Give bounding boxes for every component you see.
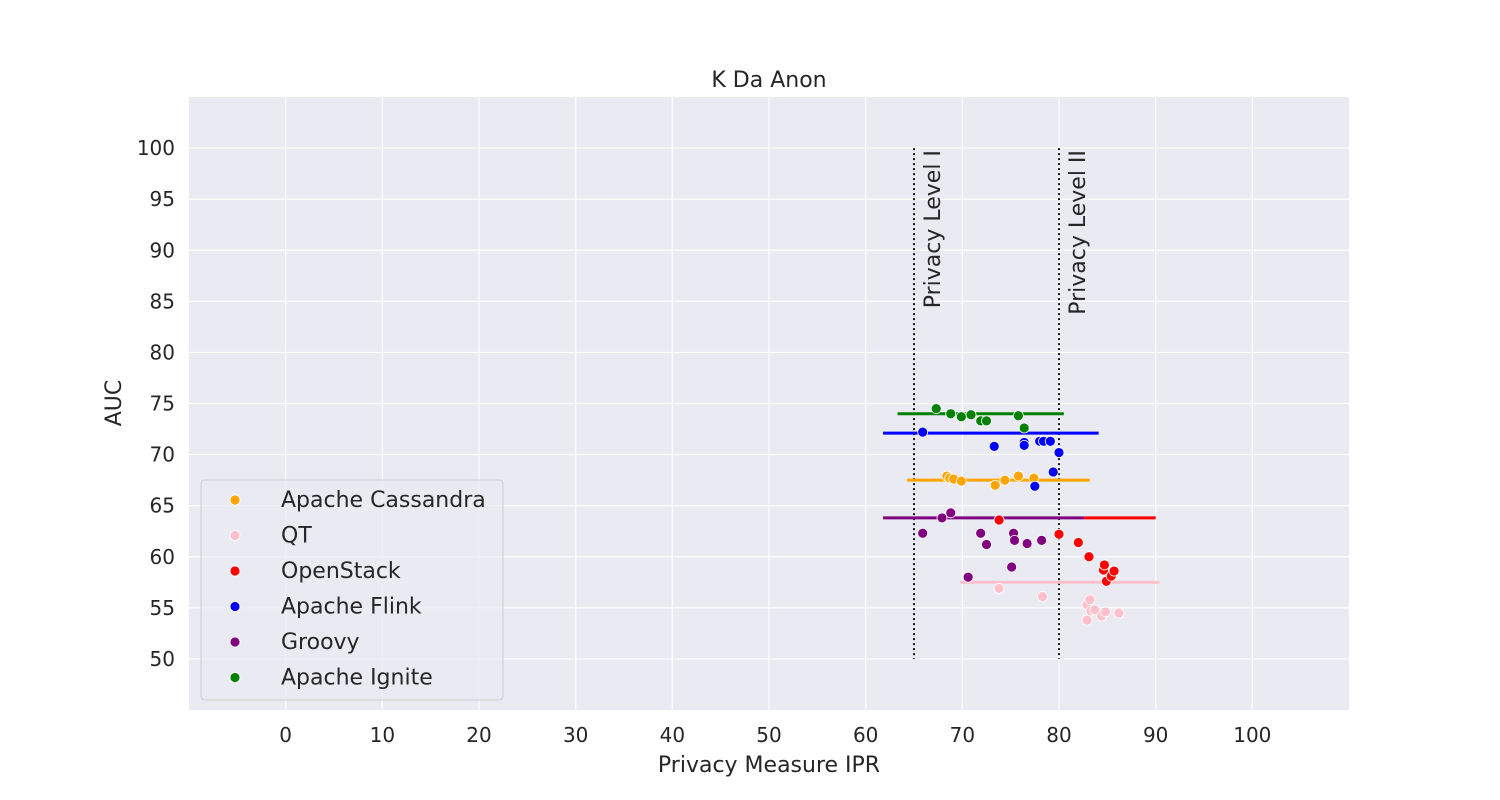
- data-point: [993, 583, 1005, 594]
- legend-marker: [229, 636, 241, 648]
- data-point: [1053, 528, 1065, 540]
- legend-marker: [229, 601, 241, 612]
- legend-marker: [229, 494, 241, 506]
- x-tick-label: 70: [950, 723, 975, 747]
- data-point: [1044, 435, 1056, 447]
- x-tick-label: 50: [756, 723, 781, 747]
- data-point: [1021, 538, 1033, 549]
- legend-marker: [229, 530, 241, 541]
- legend-label: Apache Ignite: [281, 666, 433, 691]
- x-tick-label: 10: [370, 723, 395, 747]
- data-point: [1113, 607, 1125, 619]
- legend-marker: [229, 565, 241, 577]
- data-point: [1108, 565, 1120, 577]
- data-point: [1006, 561, 1018, 573]
- data-point: [1072, 537, 1084, 548]
- data-point: [1037, 591, 1048, 602]
- x-tick-label: 100: [1233, 723, 1271, 747]
- y-tick-label: 65: [150, 494, 175, 518]
- chart-title: K Da Anon: [711, 68, 826, 93]
- x-tick-label: 80: [1046, 723, 1071, 747]
- data-point: [1081, 614, 1093, 626]
- data-point: [1100, 606, 1111, 618]
- data-point: [955, 475, 967, 487]
- y-axis-label: AUC: [102, 380, 127, 427]
- data-point: [981, 415, 992, 427]
- data-point: [917, 527, 929, 539]
- data-point: [1013, 410, 1024, 422]
- legend-label: Groovy: [281, 630, 360, 655]
- data-point: [1089, 604, 1101, 616]
- tick-labels: 0 10 20 30 40 50 60 70 80 90 100 50 55 60 65 70 75 80 85 90…: [137, 136, 1272, 747]
- data-point: [993, 514, 1005, 526]
- x-tick-label: 30: [563, 723, 588, 747]
- data-point: [936, 512, 948, 524]
- data-point: [1009, 535, 1020, 546]
- data-point: [962, 571, 974, 583]
- legend-box: [200, 479, 504, 701]
- x-tick-label: 20: [466, 723, 491, 747]
- mean-lines: [883, 412, 1160, 584]
- data-points: [917, 403, 1125, 626]
- y-tick-label: 95: [150, 187, 175, 211]
- y-tick-label: 90: [150, 238, 175, 262]
- y-tick-label: 100: [137, 136, 175, 160]
- data-point: [981, 539, 992, 550]
- y-tick-label: 80: [150, 340, 175, 364]
- data-point: [975, 527, 987, 539]
- data-point: [965, 409, 977, 421]
- data-point: [989, 479, 1001, 491]
- legend: Apache Cassandra QT OpenStack Apache Flink G…: [200, 479, 504, 701]
- data-point: [1036, 535, 1047, 546]
- data-point: [1029, 480, 1041, 492]
- legend-label: OpenStack: [281, 559, 401, 584]
- data-point: [945, 507, 957, 519]
- x-tick-label: 90: [1143, 723, 1168, 747]
- data-point: [999, 474, 1011, 486]
- reference-line-label: Privacy Level II: [1066, 150, 1091, 315]
- data-point: [930, 403, 942, 415]
- y-tick-label: 85: [150, 289, 175, 313]
- y-tick-label: 75: [150, 392, 175, 416]
- reference-line-label: Privacy Level I: [921, 150, 946, 308]
- x-tick-label: 0: [279, 723, 292, 747]
- data-point: [1053, 447, 1065, 458]
- data-point: [955, 411, 967, 423]
- reference-lines: Privacy Level I Privacy Level II: [913, 148, 1091, 659]
- legend-label: Apache Cassandra: [281, 488, 486, 513]
- y-tick-label: 50: [150, 647, 175, 671]
- y-tick-label: 70: [150, 443, 175, 467]
- data-point: [945, 408, 957, 420]
- y-tick-label: 60: [150, 545, 175, 569]
- data-point: [1047, 466, 1059, 478]
- data-point: [1099, 559, 1110, 571]
- data-point: [917, 426, 929, 438]
- legend-label: Apache Flink: [281, 595, 422, 620]
- x-axis-label: Privacy Measure IPR: [658, 753, 880, 778]
- y-tick-label: 55: [150, 596, 175, 620]
- data-point: [1018, 422, 1030, 434]
- legend-marker: [229, 672, 241, 683]
- data-point: [988, 441, 1000, 452]
- data-point: [1018, 439, 1030, 451]
- data-point: [1083, 551, 1095, 563]
- x-tick-label: 40: [660, 723, 685, 747]
- data-point: [1084, 594, 1096, 606]
- data-point: [1013, 470, 1024, 482]
- x-tick-label: 60: [853, 723, 878, 747]
- legend-label: QT: [281, 524, 312, 549]
